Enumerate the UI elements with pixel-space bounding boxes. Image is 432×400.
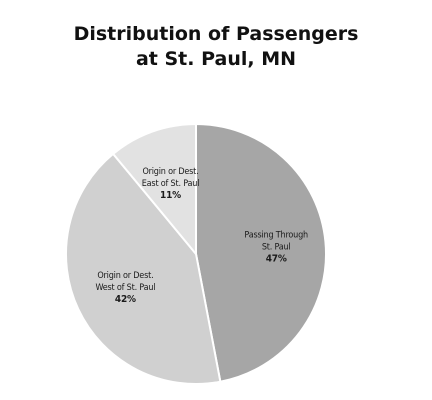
chart-title-line-2: at St. Paul, MN <box>135 48 297 70</box>
pie-slice-2 <box>65 152 222 385</box>
chart-title: Distribution of Passengers at St. Paul, … <box>0 22 432 72</box>
pie-slice-category-label: Origin or Dest. <box>97 271 153 281</box>
pie-slice-value-label: 47% <box>266 253 287 264</box>
pie-slice-1 <box>195 122 328 383</box>
pie-slice-value-label: 11% <box>160 190 181 201</box>
pie-slice-category-label: Origin or Dest. <box>142 167 198 177</box>
pie-slice-category-label: West of St. Paul <box>95 283 155 293</box>
pie-slice-3 <box>111 122 197 257</box>
pie-slice-category-label: Passing Through <box>244 230 308 240</box>
pie-slice-value-label: 42% <box>115 294 136 305</box>
pie-slice-category-label: East of St. Paul <box>142 179 200 189</box>
pie-slice-category-label: St. Paul <box>262 242 291 252</box>
chart-title-line-1: Distribution of Passengers <box>73 23 359 45</box>
